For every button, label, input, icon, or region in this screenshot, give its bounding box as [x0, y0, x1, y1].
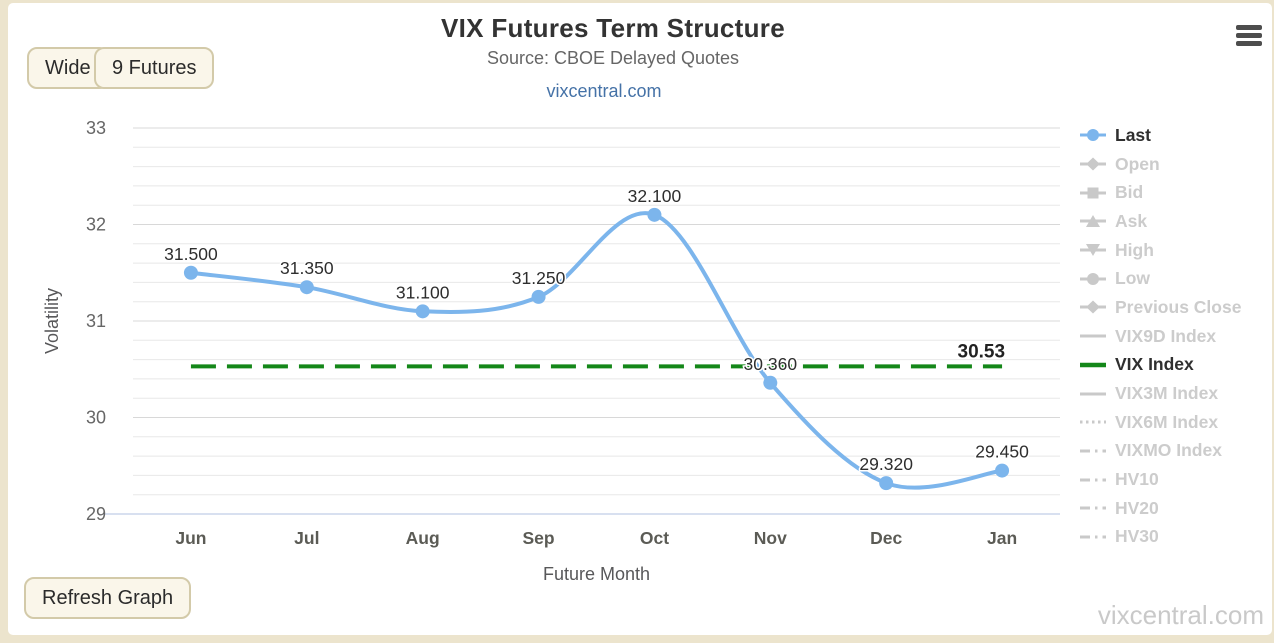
data-point-nov[interactable] [763, 375, 778, 390]
svg-text:Nov: Nov [754, 528, 787, 548]
vix-index-value-label: 30.53 [958, 341, 1006, 362]
data-point-sep[interactable] [531, 289, 546, 304]
legend-marker-circle-icon [1080, 272, 1106, 285]
svg-text:32: 32 [86, 215, 106, 235]
legend-marker-dash-dot-line-icon [1080, 478, 1106, 482]
hamburger-bar [1236, 25, 1262, 30]
legend-item-label: Previous Close [1115, 296, 1242, 317]
y-axis-title: Volatility [42, 288, 62, 354]
hamburger-bar [1236, 41, 1262, 46]
legend-item-vix6m-index[interactable]: VIX6M Index [1080, 408, 1241, 437]
refresh-graph-button[interactable]: Refresh Graph [24, 577, 192, 619]
legend-marker-triangle-up-icon [1080, 215, 1106, 228]
legend-item-hv30[interactable]: HV30 [1080, 523, 1241, 552]
svg-text:Jun: Jun [175, 528, 206, 548]
legend-marker-diamond-icon [1080, 300, 1106, 314]
chart-legend: Last Open Bid Ask High Low Previous Close VIX9D… [1080, 121, 1241, 551]
legend-item-label: Open [1115, 153, 1160, 174]
hamburger-bar [1236, 33, 1262, 38]
chart-title: VIX Futures Term Structure [441, 13, 785, 43]
last-series-markers [183, 207, 1010, 491]
svg-text:Oct: Oct [640, 528, 669, 548]
legend-item-label: VIX3M Index [1115, 383, 1219, 404]
legend-item-label: VIX9D Index [1115, 325, 1217, 346]
svg-text:33: 33 [86, 118, 106, 138]
legend-marker-circle-icon [1080, 129, 1106, 142]
legend-item-low[interactable]: Low [1080, 264, 1241, 293]
legend-item-label: VIX6M Index [1115, 411, 1219, 432]
x-axis-title: Future Month [543, 564, 650, 584]
legend-item-label: Last [1115, 124, 1151, 145]
legend-marker-line-icon [1080, 334, 1106, 338]
vixcentral-link-wrap: vixcentral.com [0, 81, 1208, 102]
svg-text:Aug: Aug [406, 528, 440, 548]
chart-subtitle: Source: CBOE Delayed Quotes [486, 48, 740, 68]
svg-text:31.500: 31.500 [164, 244, 218, 264]
svg-text:31.250: 31.250 [512, 268, 566, 288]
svg-text:31.100: 31.100 [396, 282, 450, 302]
watermark: vixcentral.com [1097, 600, 1264, 630]
svg-text:29: 29 [86, 504, 106, 524]
legend-item-vixmo-index[interactable]: VIXMO Index [1080, 437, 1241, 466]
legend-marker-dotted-line-icon [1080, 420, 1106, 424]
legend-item-vix-index[interactable]: VIX Index [1080, 351, 1241, 380]
data-point-aug[interactable] [415, 304, 430, 319]
svg-text:32.100: 32.100 [628, 186, 682, 206]
legend-item-ask[interactable]: Ask [1080, 207, 1241, 236]
svg-text:Jan: Jan [987, 528, 1017, 548]
vixcentral-link[interactable]: vixcentral.com [546, 81, 662, 101]
svg-text:Dec: Dec [870, 528, 902, 548]
legend-marker-dash-dot-line-icon [1080, 535, 1106, 539]
gridlines [133, 127, 1060, 496]
legend-item-previous-close[interactable]: Previous Close [1080, 293, 1241, 322]
hamburger-menu-icon[interactable] [1236, 25, 1262, 46]
y-axis-labels: 33 32 31 30 29 [86, 118, 106, 524]
svg-text:30.360: 30.360 [744, 354, 798, 374]
legend-item-vix9d-index[interactable]: VIX9D Index [1080, 322, 1241, 351]
legend-marker-line-icon [1080, 392, 1106, 396]
legend-item-hv10[interactable]: HV10 [1080, 465, 1241, 494]
legend-item-label: VIX Index [1115, 354, 1194, 375]
svg-text:30: 30 [86, 408, 106, 428]
legend-item-bid[interactable]: Bid [1080, 178, 1241, 207]
data-point-jul[interactable] [299, 280, 314, 295]
data-point-jun[interactable] [183, 265, 198, 280]
x-axis-labels: Jun Jul Aug Sep Oct Nov Dec Jan [175, 528, 1017, 548]
legend-item-label: Bid [1115, 182, 1144, 203]
legend-item-label: HV10 [1115, 469, 1159, 490]
last-series-line [188, 211, 1005, 490]
legend-marker-dash-dot-line-icon [1080, 506, 1106, 510]
legend-item-label: VIXMO Index [1115, 440, 1222, 461]
data-point-oct[interactable] [647, 207, 662, 222]
legend-item-label: HV30 [1115, 526, 1159, 547]
legend-item-label: High [1115, 239, 1154, 260]
legend-item-label: Ask [1115, 210, 1148, 231]
legend-item-label: HV20 [1115, 497, 1159, 518]
legend-item-hv20[interactable]: HV20 [1080, 494, 1241, 523]
legend-marker-square-icon [1080, 187, 1106, 199]
last-series-data-labels: 31.500 31.350 31.100 31.250 32.100 30.360 29.3… [163, 184, 1031, 475]
legend-marker-triangle-down-icon [1080, 244, 1106, 257]
legend-marker-diamond-icon [1080, 157, 1106, 171]
data-point-dec[interactable] [879, 476, 894, 491]
chart-panel [8, 3, 1272, 635]
futures-count-button[interactable]: 9 Futures [94, 47, 215, 89]
data-point-jan[interactable] [995, 463, 1010, 478]
svg-text:29.320: 29.320 [859, 454, 913, 474]
legend-item-open[interactable]: Open [1080, 150, 1241, 179]
svg-text:Jul: Jul [294, 528, 319, 548]
legend-item-high[interactable]: High [1080, 236, 1241, 265]
svg-text:31: 31 [86, 311, 106, 331]
legend-marker-thick-line-icon [1080, 362, 1106, 368]
svg-text:Sep: Sep [523, 528, 555, 548]
legend-item-last[interactable]: Last [1080, 121, 1241, 150]
legend-item-vix3m-index[interactable]: VIX3M Index [1080, 379, 1241, 408]
legend-marker-dash-dot-line-icon [1080, 449, 1106, 453]
svg-text:31.350: 31.350 [280, 258, 334, 278]
legend-item-label: Low [1115, 268, 1150, 289]
svg-text:29.450: 29.450 [975, 442, 1029, 462]
